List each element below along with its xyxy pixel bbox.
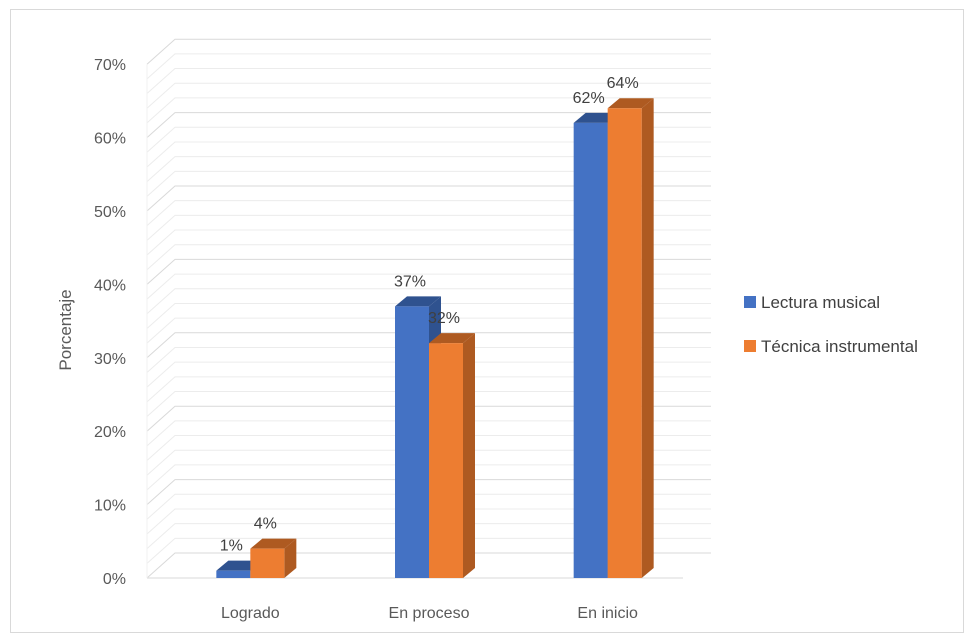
legend-label: Técnica instrumental bbox=[761, 337, 918, 356]
y-tick-label: 10% bbox=[94, 498, 126, 515]
data-label: 64% bbox=[607, 75, 639, 92]
legend-item: Lectura musical bbox=[744, 293, 880, 312]
bar bbox=[250, 538, 297, 578]
bar bbox=[607, 98, 654, 579]
minor-gridline bbox=[146, 376, 711, 403]
minor-gridline bbox=[146, 214, 711, 241]
bars bbox=[216, 98, 654, 579]
minor-gridline bbox=[146, 317, 711, 344]
minor-gridline bbox=[146, 493, 711, 520]
x-tick-label: En proceso bbox=[389, 605, 470, 622]
y-tick-label: 20% bbox=[94, 424, 126, 441]
minor-gridline bbox=[146, 156, 711, 183]
minor-gridline bbox=[146, 288, 711, 315]
major-gridline bbox=[146, 38, 711, 65]
legend-swatch bbox=[744, 296, 756, 308]
minor-gridline bbox=[146, 126, 711, 153]
bar-side bbox=[641, 98, 654, 579]
data-label: 62% bbox=[573, 90, 605, 107]
major-gridline bbox=[146, 258, 711, 285]
minor-gridline bbox=[146, 464, 711, 491]
bar-side bbox=[284, 538, 297, 578]
minor-gridline bbox=[146, 170, 711, 197]
minor-gridline bbox=[146, 537, 711, 564]
bar-chart: 0% 10% 20% 30% 40% 50% 60% 70% Logrado En proces… bbox=[56, 38, 918, 622]
legend-item: Técnica instrumental bbox=[744, 337, 918, 356]
chart-frame: 0% 10% 20% 30% 40% 50% 60% 70% Logrado En proces… bbox=[10, 9, 964, 633]
bar bbox=[429, 333, 475, 578]
major-gridline bbox=[146, 405, 711, 432]
y-tick-label: 0% bbox=[103, 571, 126, 588]
minor-gridline bbox=[146, 508, 711, 535]
bar-top bbox=[429, 333, 475, 344]
major-gridline bbox=[146, 185, 711, 212]
bar-front bbox=[216, 570, 251, 578]
legend-label: Lectura musical bbox=[761, 293, 880, 312]
data-labels: 1% 4% 37% 32% 62%64% bbox=[220, 75, 639, 554]
minor-gridline bbox=[146, 523, 711, 550]
minor-gridline bbox=[146, 449, 711, 476]
minor-gridline bbox=[146, 361, 711, 388]
y-tick-label: 70% bbox=[94, 57, 126, 74]
minor-gridline bbox=[146, 141, 711, 168]
gridlines bbox=[146, 38, 711, 579]
x-tick-label: Logrado bbox=[221, 605, 280, 622]
minor-gridline bbox=[146, 391, 711, 417]
minor-gridline bbox=[146, 302, 711, 329]
minor-gridline bbox=[146, 435, 711, 461]
minor-gridline bbox=[146, 273, 711, 300]
legend-swatch bbox=[744, 340, 756, 352]
bar-top bbox=[607, 98, 654, 109]
bar-front bbox=[607, 108, 642, 579]
minor-gridline bbox=[146, 53, 711, 80]
bar-front bbox=[429, 343, 463, 578]
x-axis-ticks: Logrado En proceso En inicio bbox=[221, 605, 638, 622]
minor-gridline bbox=[146, 229, 711, 256]
y-axis-title: Porcentaje bbox=[56, 289, 75, 370]
minor-gridline bbox=[146, 200, 711, 227]
data-label: 32% bbox=[428, 310, 460, 327]
y-tick-label: 50% bbox=[94, 204, 126, 221]
x-tick-label: En inicio bbox=[577, 605, 638, 622]
bar-front bbox=[573, 122, 608, 579]
major-gridline bbox=[146, 552, 711, 579]
legend: Lectura musical Técnica instrumental bbox=[744, 293, 918, 356]
y-tick-label: 30% bbox=[94, 351, 126, 368]
minor-gridline bbox=[146, 97, 711, 124]
bar-top bbox=[250, 538, 297, 549]
data-label: 4% bbox=[254, 516, 277, 533]
data-label: 1% bbox=[220, 538, 243, 555]
y-tick-label: 40% bbox=[94, 277, 126, 294]
bar-front bbox=[250, 548, 285, 578]
major-gridline bbox=[146, 112, 711, 138]
data-label: 37% bbox=[394, 273, 426, 290]
minor-gridline bbox=[146, 346, 711, 373]
bar-top bbox=[395, 296, 441, 307]
minor-gridline bbox=[146, 68, 711, 94]
bar-side bbox=[463, 333, 475, 578]
major-gridline bbox=[146, 332, 711, 359]
y-tick-label: 60% bbox=[94, 131, 126, 148]
minor-gridline bbox=[146, 244, 711, 271]
minor-gridline bbox=[146, 82, 711, 109]
minor-gridline bbox=[146, 420, 711, 447]
bar-front bbox=[395, 306, 429, 578]
major-gridline bbox=[146, 479, 711, 505]
y-axis-ticks: 0% 10% 20% 30% 40% 50% 60% 70% bbox=[94, 57, 126, 588]
